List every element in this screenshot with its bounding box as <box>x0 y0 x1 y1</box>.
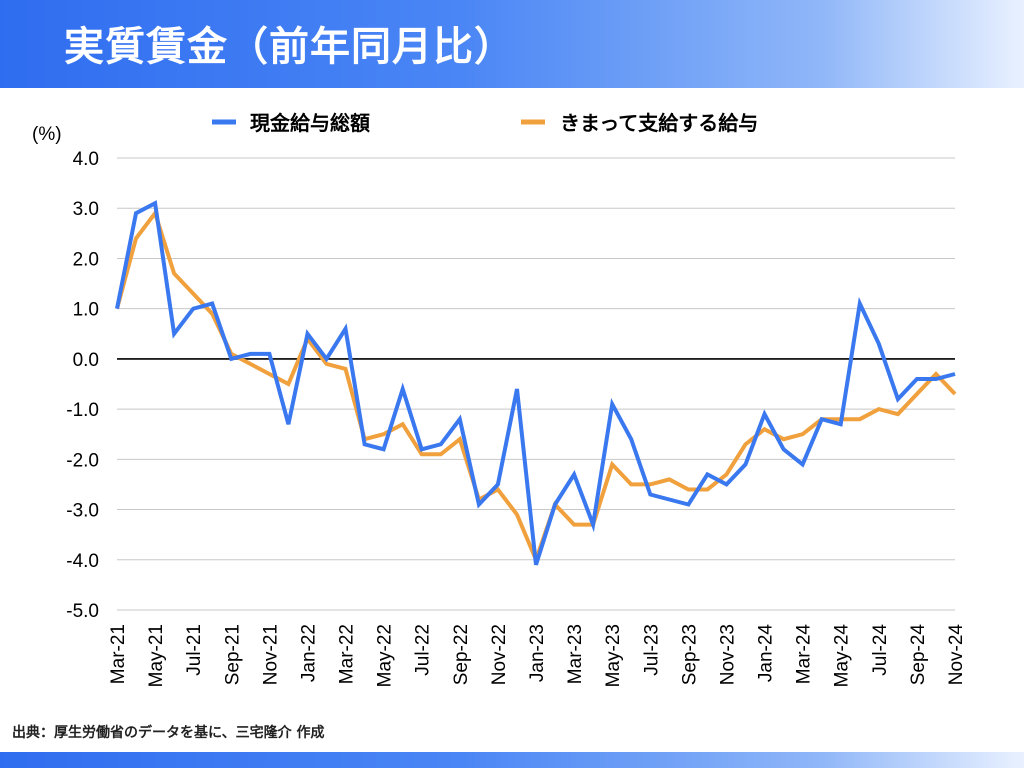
header-banner: 実質賃金（前年同月比） <box>0 0 1024 88</box>
grid-lines <box>117 157 955 611</box>
x-tick-label: Jul-22 <box>413 624 434 676</box>
x-tick-label: Jan-23 <box>527 624 548 682</box>
x-tick-label: May-24 <box>832 624 853 688</box>
legend-label: 現金給与総額 <box>250 111 370 135</box>
y-tick-label: 2.0 <box>73 249 99 270</box>
x-tick-label: Jul-23 <box>641 624 662 676</box>
y-tick-label: 0.0 <box>73 350 99 371</box>
series-line-total-wages <box>115 200 956 566</box>
y-tick-label: -3.0 <box>66 501 99 522</box>
y-tick-label: -5.0 <box>66 601 99 622</box>
x-tick-label: Jan-22 <box>298 624 319 682</box>
x-tick-label: Nov-22 <box>489 624 510 685</box>
y-tick-label: 4.0 <box>73 149 99 170</box>
x-tick-label: Mar-22 <box>337 624 358 684</box>
x-tick-label: Jul-21 <box>184 624 205 676</box>
line-chart: 4.0 3.0 2.0 1.0 0.0 -1.0 -2.0 -3.0 -4.0 -5.0 Mar-… <box>32 111 967 688</box>
x-tick-label: Jul-24 <box>870 624 891 676</box>
footer-bar <box>0 752 1024 768</box>
x-tick-label: May-23 <box>603 624 624 687</box>
x-tick-label: Sep-23 <box>679 624 700 685</box>
y-axis-ticks: 4.0 3.0 2.0 1.0 0.0 -1.0 -2.0 -3.0 -4.0 -5.0 <box>66 149 99 622</box>
y-tick-label: 1.0 <box>73 300 99 321</box>
x-tick-label: Nov-24 <box>946 624 967 686</box>
x-tick-label: Sep-21 <box>222 624 243 685</box>
y-tick-label: -2.0 <box>66 450 99 471</box>
x-tick-label: Mar-23 <box>565 624 586 684</box>
x-tick-label: Sep-24 <box>908 624 929 686</box>
x-tick-label: Mar-24 <box>794 624 815 685</box>
legend-label: きまって支給する給与 <box>560 111 758 135</box>
x-tick-label: Nov-21 <box>260 624 281 685</box>
x-tick-label: May-21 <box>146 624 167 687</box>
legend: 現金給与総額 きまって支給する給与 <box>212 111 758 135</box>
page-title: 実質賃金（前年同月比） <box>64 24 515 70</box>
y-tick-label: 3.0 <box>73 199 99 220</box>
x-axis-ticks: Mar-21 May-21 Jul-21 Sep-21 Nov-21 Jan-22 Mar-… <box>108 624 967 688</box>
y-tick-label: -1.0 <box>66 400 99 421</box>
x-tick-label: May-22 <box>375 624 396 687</box>
y-tick-label: -4.0 <box>66 551 99 572</box>
x-tick-label: Mar-21 <box>108 624 129 684</box>
x-tick-label: Sep-22 <box>451 624 472 685</box>
series-line-scheduled-wages <box>115 208 957 566</box>
x-tick-label: Nov-23 <box>717 624 738 685</box>
x-tick-label: Jan-24 <box>756 624 777 683</box>
y-axis-label: (%) <box>32 124 62 145</box>
source-note: 出典：厚生労働省のデータを基に、三宅隆介 作成 <box>12 725 325 741</box>
series-lines <box>115 200 957 566</box>
